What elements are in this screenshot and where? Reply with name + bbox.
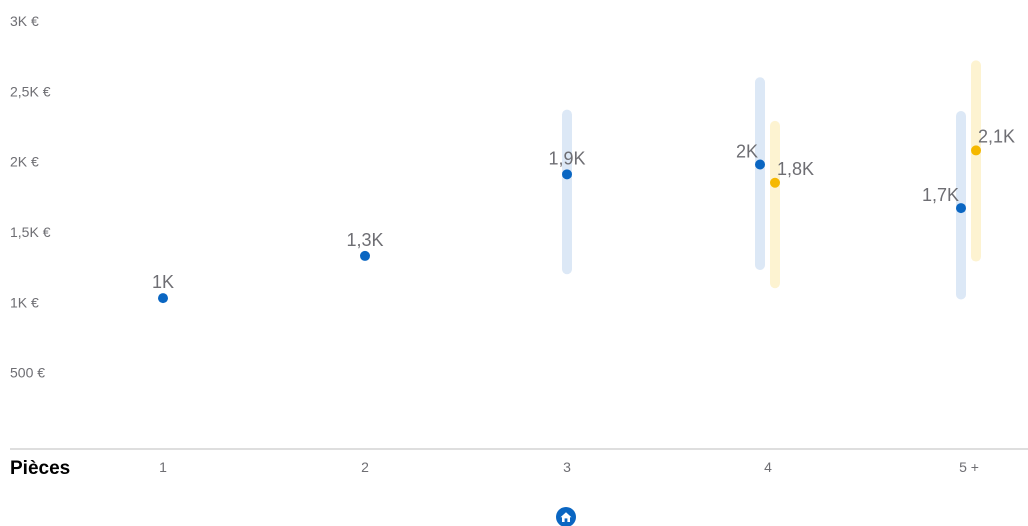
data-label: 1,8K xyxy=(777,159,814,179)
data-label: 1,9K xyxy=(548,148,585,168)
home-icon-glyph xyxy=(556,507,576,526)
home-icon[interactable] xyxy=(555,506,577,526)
data-point xyxy=(158,293,168,304)
data-label: 1,3K xyxy=(346,230,383,250)
data-point xyxy=(755,159,765,170)
y-tick-label: 3K € xyxy=(10,13,39,29)
data-point xyxy=(360,250,370,261)
data-label: 1K xyxy=(152,272,174,292)
x-tick-label: 5 + xyxy=(959,459,979,475)
y-tick-label: 2,5K € xyxy=(10,83,51,99)
y-axis-ticks: 500 € 1K € 1,5K € 2K € 2,5K € 3K € xyxy=(10,13,51,381)
x-tick-label: 3 xyxy=(563,459,571,475)
range-bar xyxy=(971,60,981,262)
x-tick-label: 1 xyxy=(159,459,167,475)
data-point xyxy=(956,203,966,214)
x-axis-title: Pièces xyxy=(10,458,70,479)
data-point xyxy=(971,145,981,156)
data-point xyxy=(562,169,572,180)
data-label: 1,7K xyxy=(922,185,959,205)
data-point xyxy=(770,177,780,188)
x-axis-ticks: 1 2 3 4 5 + xyxy=(159,459,979,475)
y-tick-label: 1K € xyxy=(10,294,39,310)
data-label: 2,1K xyxy=(978,126,1015,146)
x-tick-label: 4 xyxy=(764,459,772,475)
data-points xyxy=(158,145,981,304)
y-tick-label: 1,5K € xyxy=(10,224,51,240)
data-label: 2K xyxy=(736,141,758,161)
x-tick-label: 2 xyxy=(361,459,369,475)
y-tick-label: 500 € xyxy=(10,365,45,381)
range-bar xyxy=(562,109,572,275)
range-bar xyxy=(770,120,780,289)
y-tick-label: 2K € xyxy=(10,154,39,170)
range-bar xyxy=(755,77,765,270)
data-labels: 1K 1,3K 1,9K 2K 1,7K 1,8K 2,1K xyxy=(152,126,1015,292)
